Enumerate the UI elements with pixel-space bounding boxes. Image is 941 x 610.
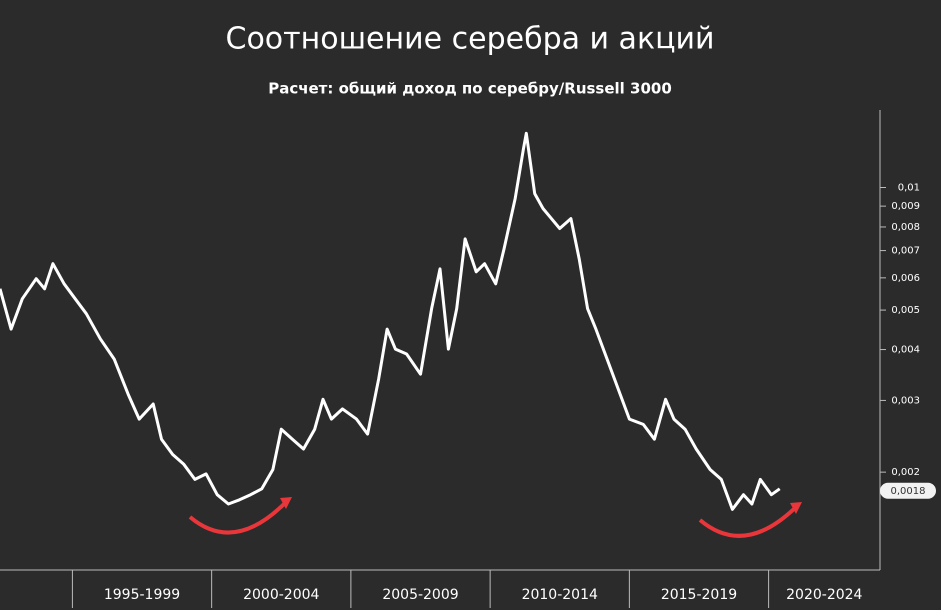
chart-title: Соотношение серебра и акций [226, 22, 715, 57]
x-tick-label: 2005-2009 [382, 587, 458, 603]
y-tick-label: 0,002 [891, 467, 920, 478]
y-tick-label: 0,006 [891, 273, 920, 284]
arrow-head [790, 502, 802, 514]
line [0, 131, 781, 511]
x-tick-label: 1995-1999 [104, 587, 180, 603]
y-tick-label: 0,008 [891, 222, 920, 233]
last-value-box [880, 482, 936, 499]
x-tick-label: 2015-2019 [661, 587, 737, 603]
y-tick-label: 0,004 [891, 345, 920, 356]
arrow [698, 503, 800, 538]
y-tick-label: 0,009 [891, 201, 920, 212]
y-tick-label: 0,003 [891, 395, 920, 406]
chart-subtitle: Расчет: общий доход по серебру/Russell 3… [268, 80, 672, 98]
y-tick-label: 0,01 [898, 183, 920, 194]
y-tick-label: 0,007 [891, 246, 920, 257]
last-value-label: 0,0018 [891, 486, 926, 497]
arrow [188, 498, 290, 535]
y-tick-label: 0,005 [891, 305, 920, 316]
x-tick-label: 2000-2004 [243, 587, 319, 603]
x-tick-label: 2010-2014 [522, 587, 598, 603]
x-tick-label: 2020-2024 [786, 587, 862, 603]
arrow-head [280, 497, 292, 509]
